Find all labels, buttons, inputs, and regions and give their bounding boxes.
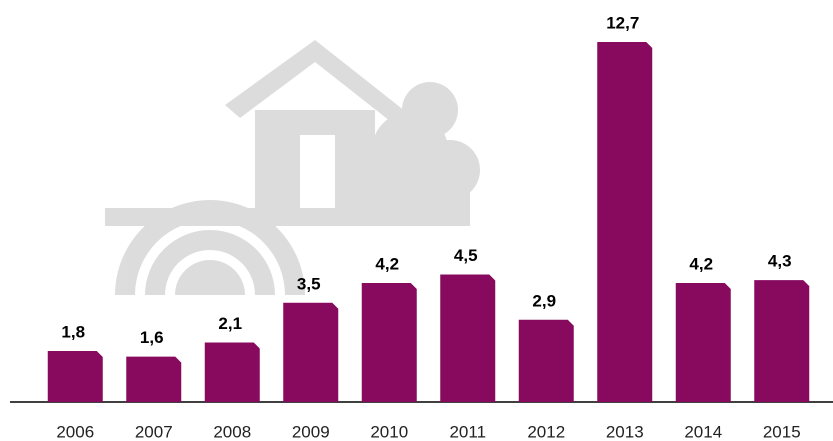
x-tick-label: 2009 xyxy=(292,422,330,441)
x-tick-label: 2014 xyxy=(684,422,722,441)
x-tick-label: 2013 xyxy=(606,422,644,441)
bar xyxy=(204,342,260,402)
bar xyxy=(518,319,574,402)
x-tick-label: 2007 xyxy=(135,422,173,441)
value-label: 1,8 xyxy=(61,322,85,341)
bar xyxy=(597,42,653,402)
bar xyxy=(47,350,103,402)
bar xyxy=(361,282,417,402)
x-tick-label: 2010 xyxy=(370,422,408,441)
value-label: 2,9 xyxy=(532,291,556,310)
value-label: 3,5 xyxy=(297,274,321,293)
value-label: 4,3 xyxy=(768,252,792,271)
bar xyxy=(754,280,810,402)
x-tick-label: 2011 xyxy=(449,422,486,441)
bar xyxy=(283,302,339,402)
x-tick-label: 2012 xyxy=(527,422,565,441)
background-illustration xyxy=(105,40,480,295)
x-tick-label: 2015 xyxy=(763,422,801,441)
value-label: 4,2 xyxy=(375,254,399,273)
bar xyxy=(675,282,731,402)
bar xyxy=(126,356,182,402)
x-tick-label: 2006 xyxy=(56,422,94,441)
bar xyxy=(440,274,496,402)
value-label: 2,1 xyxy=(218,314,242,333)
value-label: 1,6 xyxy=(140,328,164,347)
value-label: 12,7 xyxy=(606,13,639,32)
x-tick-label: 2008 xyxy=(213,422,251,441)
value-label: 4,2 xyxy=(689,254,713,273)
value-label: 4,5 xyxy=(454,246,478,265)
